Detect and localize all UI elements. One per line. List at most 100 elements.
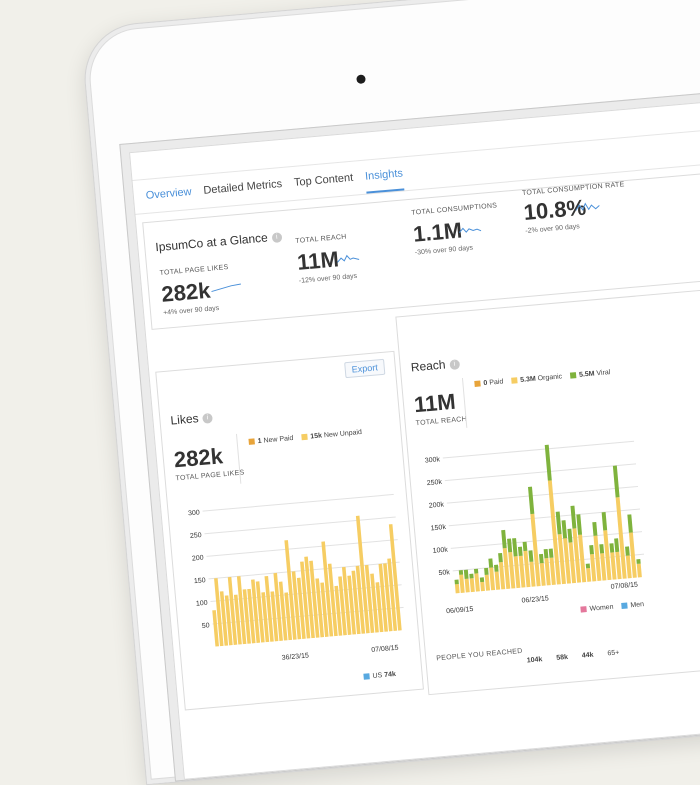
likes-export-button[interactable]: Export [344, 358, 386, 379]
reach-bar [469, 578, 475, 593]
people-reached-label: PEOPLE YOU REACHED [436, 647, 523, 663]
rate-sparkline [575, 202, 600, 211]
reach-ytick: 250k [427, 479, 443, 487]
reach-bar [528, 486, 535, 515]
likes-gridline [204, 516, 396, 535]
tablet-frame: Export Overview Detailed Metrics Top Con… [80, 0, 700, 785]
likes-sparkline [211, 283, 242, 293]
reach-xtick-end: 07/08/15 [610, 581, 639, 591]
reach-bar [529, 561, 536, 587]
tab-top-content[interactable]: Top Content [293, 171, 354, 189]
reach-bar [625, 555, 632, 579]
likes-bar [291, 571, 302, 640]
footer-us-value: 74k [383, 670, 397, 679]
reach-bar [568, 542, 577, 584]
reach-bar [548, 548, 554, 558]
legend-viral-value: 5.5M [578, 370, 595, 379]
likes-total-value: 282k [172, 443, 224, 473]
likes-bar [341, 566, 352, 635]
likes-bar [233, 594, 242, 645]
likes-bar [247, 588, 256, 644]
reach-bar [627, 514, 633, 533]
likes-bar [273, 572, 283, 641]
likes-bar [224, 595, 233, 646]
reach-bar [522, 541, 528, 552]
reach-bar [464, 578, 470, 593]
reach-bar [489, 567, 496, 591]
tab-overview[interactable]: Overview [145, 185, 193, 202]
reach-gridline [448, 508, 641, 527]
likes-ytick: 50 [202, 622, 210, 630]
legend-organic-name: Organic [537, 373, 563, 383]
gender-legend: Women Men [580, 601, 644, 614]
likes-ytick: 250 [190, 532, 202, 540]
reach-bar [570, 505, 577, 529]
reach-bar [528, 550, 534, 562]
reach-bar [585, 563, 591, 569]
reach-title: Reach i [410, 356, 460, 374]
reach-bar [563, 538, 572, 584]
reach-bar [547, 480, 561, 585]
metric-reach-label: TOTAL REACH [295, 233, 347, 246]
reach-xtick-mid: 06/23/15 [521, 595, 550, 605]
legend-new-paid-name: New Paid [263, 434, 294, 445]
camera-dot [356, 74, 366, 85]
legend-viral-name: Viral [596, 369, 611, 378]
reach-bar [600, 553, 607, 581]
reach-bar [615, 497, 627, 579]
likes-card: Export Likes i 282k TOTAL PAGE LIKES 1 Ne… [155, 350, 424, 711]
likes-bar [219, 591, 229, 646]
likes-legend: 1 New Paid 15k New Unpaid [248, 429, 362, 446]
likes-bar [255, 581, 265, 643]
reach-gridline [450, 531, 643, 549]
age-value-1: 104k [526, 656, 543, 665]
likes-bar [388, 524, 402, 631]
likes-bar [270, 591, 279, 642]
reach-bar [508, 552, 516, 589]
likes-bar [284, 592, 293, 641]
reach-bar [502, 547, 511, 589]
likes-bar [261, 592, 270, 643]
legend-organic-value: 5.3M [519, 375, 537, 384]
reach-sparkline [337, 254, 360, 263]
likes-bar [355, 565, 366, 634]
likes-bar [383, 563, 393, 632]
reach-bar [586, 567, 592, 582]
legend-women: Women [580, 604, 614, 614]
reach-bar-chart: 300k 250k 200k 150k 100k 50k [425, 439, 645, 594]
legend-organic: 5.3M Organic [511, 373, 562, 384]
reach-bar [614, 538, 620, 553]
likes-bar [347, 575, 357, 635]
reach-bar [507, 538, 513, 553]
reach-bar [544, 439, 552, 481]
reach-bar [480, 581, 485, 592]
likes-bar [351, 570, 361, 635]
reach-bar [473, 568, 479, 574]
reach-bar [484, 567, 489, 575]
info-icon: i [271, 232, 283, 243]
tab-insights[interactable]: Insights [364, 167, 405, 194]
swatch-paid [474, 380, 481, 388]
likes-title-text: Likes [169, 411, 200, 428]
likes-ytick: 200 [192, 555, 204, 563]
reach-xtick-start: 06/09/15 [445, 605, 474, 616]
reach-bar [593, 535, 602, 582]
reach-legend: 0 Paid 5.3M Organic 5.5M Viral [474, 369, 611, 388]
legend-viral: 5.5M Viral [569, 369, 611, 379]
likes-footer: US 74k [363, 671, 396, 681]
age-last: 65+ [607, 649, 620, 658]
consumptions-sparkline [458, 227, 482, 234]
likes-bar [338, 576, 347, 636]
likes-bar [327, 563, 338, 637]
likes-bar [251, 579, 261, 643]
metric-reach-value: 11M [296, 246, 340, 275]
legend-paid-value: 0 [483, 379, 488, 388]
reach-bar [494, 564, 499, 572]
tab-detailed-metrics[interactable]: Detailed Metrics [202, 178, 283, 197]
likes-bar [264, 575, 274, 642]
reach-ytick: 200k [429, 501, 445, 509]
likes-bar [355, 515, 370, 634]
reach-bar [463, 569, 469, 579]
glance-title-text: IpsumCo at a Glance [154, 230, 269, 255]
likes-bar [242, 589, 251, 644]
